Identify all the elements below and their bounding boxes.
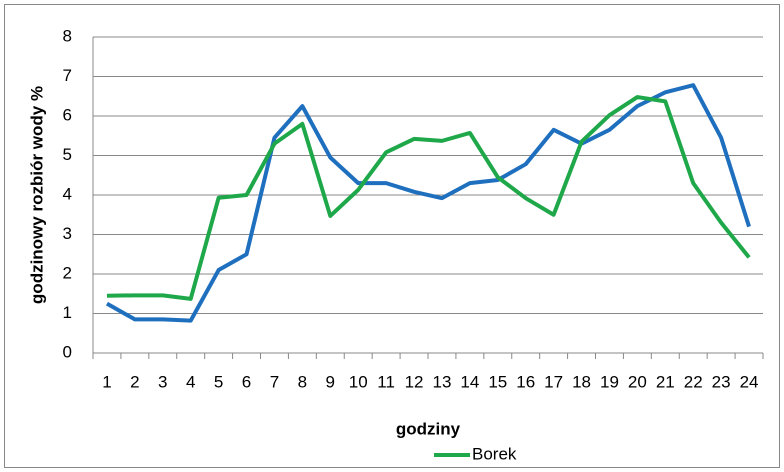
y-tick-label: 0 xyxy=(63,342,72,361)
x-tick-label: 21 xyxy=(656,372,675,391)
x-tick-label: 14 xyxy=(460,372,479,391)
x-tick-label: 16 xyxy=(516,372,535,391)
x-tick-label: 6 xyxy=(242,372,251,391)
x-tick-label: 18 xyxy=(572,372,591,391)
y-tick-label: 4 xyxy=(63,184,72,203)
x-tick-label: 5 xyxy=(214,372,223,391)
series-line xyxy=(105,83,751,323)
y-tick-label: 6 xyxy=(63,105,72,124)
y-tick-label: 5 xyxy=(63,145,72,164)
x-tick-label: 11 xyxy=(377,372,395,391)
y-tick-label: 8 xyxy=(63,26,72,45)
x-tick-label: 3 xyxy=(158,372,167,391)
x-tick-label: 13 xyxy=(432,372,451,391)
x-tick-label: 7 xyxy=(270,372,279,391)
x-tick-label: 2 xyxy=(130,372,139,391)
legend-label: Borek xyxy=(472,444,517,463)
x-tick-label: 22 xyxy=(684,372,703,391)
x-axis-label: godziny xyxy=(396,419,461,438)
x-tick-label: 19 xyxy=(600,372,619,391)
x-tick-label: 23 xyxy=(712,372,731,391)
chart-frame xyxy=(4,4,780,468)
x-tick-label: 8 xyxy=(298,372,307,391)
y-tick-label: 3 xyxy=(63,224,72,243)
x-tick-label: 24 xyxy=(740,372,759,391)
x-tick-label: 1 xyxy=(102,372,111,391)
y-axis-label: godzinowy rozbiór wody % xyxy=(27,86,46,304)
x-tick-label: 20 xyxy=(628,372,647,391)
x-tick-label: 4 xyxy=(186,372,195,391)
x-tick-label: 9 xyxy=(326,372,335,391)
series-line xyxy=(106,95,751,301)
x-tick-label: 15 xyxy=(488,372,507,391)
y-tick-label: 1 xyxy=(63,303,72,322)
x-tick-label: 17 xyxy=(544,372,563,391)
x-tick-label: 12 xyxy=(405,372,424,391)
y-tick-label: 2 xyxy=(63,263,72,282)
x-tick-label: 10 xyxy=(349,372,368,391)
y-tick-label: 7 xyxy=(63,66,72,85)
